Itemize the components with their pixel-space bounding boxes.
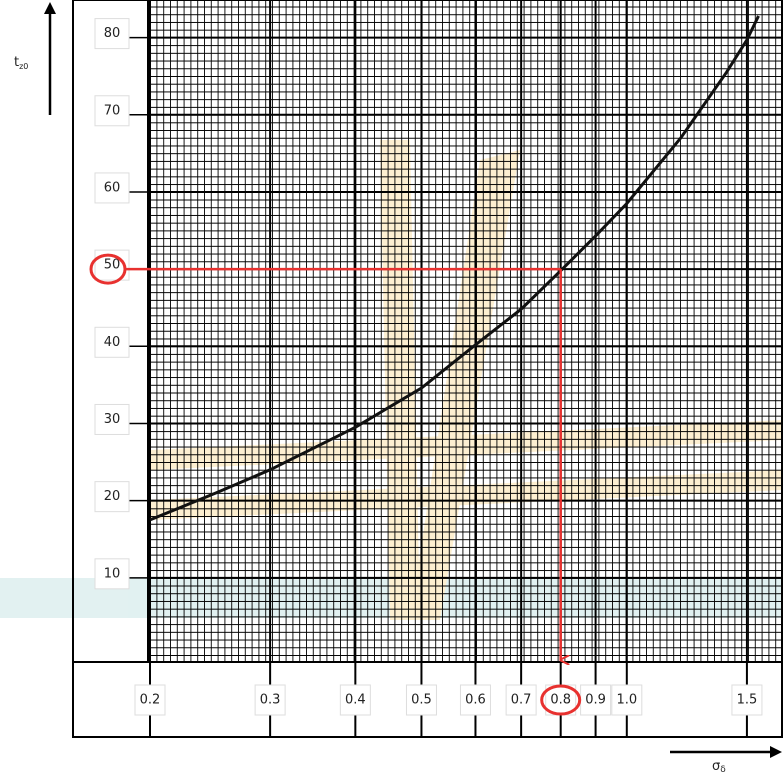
tick-label-box <box>94 481 130 513</box>
frame <box>72 0 783 738</box>
x-tick-label: 1.0 <box>616 693 637 708</box>
tick-label-box <box>94 95 130 127</box>
y-tick-label: 80 <box>104 26 121 41</box>
tick-label-box <box>405 684 437 716</box>
x-arrow-head <box>770 746 782 758</box>
curve <box>149 15 760 522</box>
y-tick-label: 10 <box>104 566 121 581</box>
highlight-circle <box>89 253 127 285</box>
x-tick-label: 0.8 <box>550 693 571 708</box>
y-arrow-head <box>44 2 56 14</box>
y-tick-label: 60 <box>104 180 121 195</box>
x-tick-label: 0.6 <box>465 693 486 708</box>
y-tick-label: 40 <box>104 335 121 350</box>
x-axis-label: σδ <box>712 759 726 773</box>
y-tick-label: 30 <box>104 412 121 427</box>
x-tick-label: 0.5 <box>411 693 432 708</box>
tick-label-box <box>505 684 537 716</box>
x-tick-label: 0.7 <box>511 693 532 708</box>
tick-label-box <box>731 684 763 716</box>
x-tick-label: 0.9 <box>585 693 606 708</box>
tick-label-box <box>94 326 130 358</box>
x-tick-label: 0.4 <box>345 693 366 708</box>
tick-label-box <box>134 684 166 716</box>
tick-label-box <box>94 403 130 435</box>
y-tick-label: 50 <box>104 258 121 273</box>
minor-grid-y <box>148 0 783 662</box>
tick-label-box <box>254 684 286 716</box>
tick-label-box <box>94 558 130 590</box>
x-tick-label: 0.2 <box>140 693 161 708</box>
y-tick-label: 20 <box>104 489 121 504</box>
highlight-circle <box>540 684 582 716</box>
tick-label-box <box>545 684 577 716</box>
tick-label-box <box>611 684 643 716</box>
tick-label-box <box>94 18 130 50</box>
y-axis-label: tz0 <box>14 55 28 71</box>
tick-label-box <box>459 684 491 716</box>
y-tick-label: 70 <box>104 103 121 118</box>
tick-label-box <box>94 172 130 204</box>
x-tick-label: 0.3 <box>260 693 281 708</box>
tick-label-box <box>339 684 371 716</box>
x-tick-label: 1.5 <box>737 693 758 708</box>
